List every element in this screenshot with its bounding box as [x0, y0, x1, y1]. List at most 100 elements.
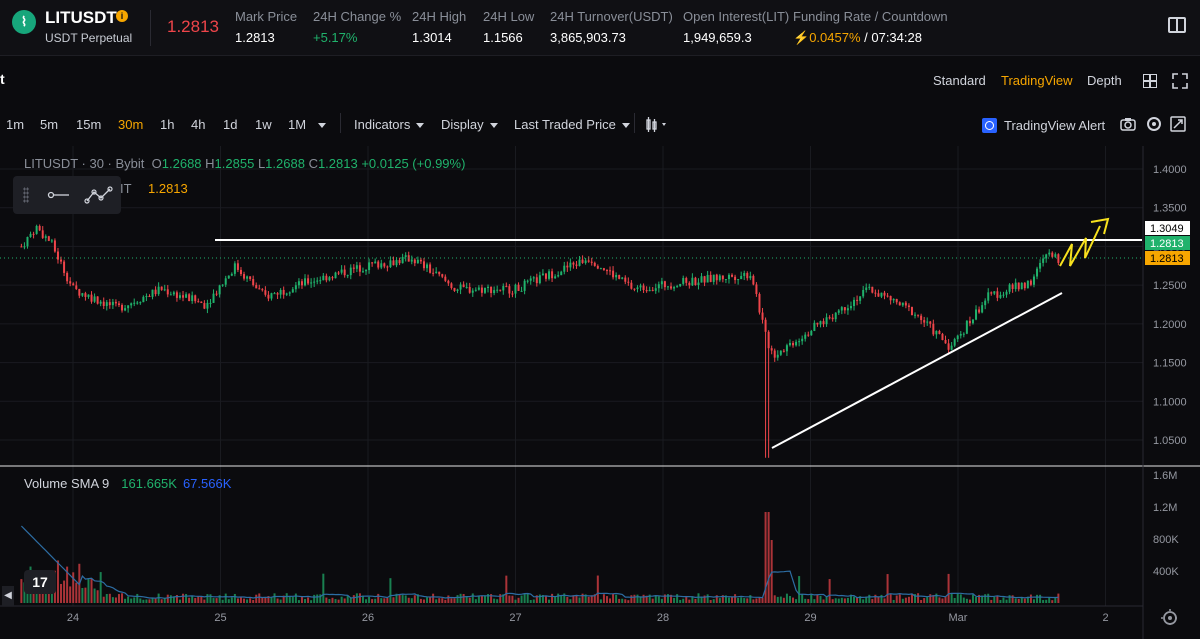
volume-bar — [529, 599, 532, 603]
volume-bar — [587, 596, 590, 603]
volume-bar — [700, 596, 703, 603]
volume-bar — [508, 595, 511, 603]
volume-bar — [426, 597, 429, 603]
tab-depth[interactable]: Depth — [1087, 73, 1122, 88]
interval-1w[interactable]: 1w — [255, 117, 272, 132]
settings-gear-icon[interactable] — [1147, 117, 1161, 131]
volume-bar — [493, 598, 496, 603]
volume-bar — [703, 595, 706, 603]
time-tick-label: 2 — [1102, 612, 1108, 624]
toolbar-divider — [634, 113, 635, 133]
scroll-left-button[interactable]: ◀ — [2, 586, 14, 606]
interval-15m[interactable]: 15m — [76, 117, 102, 132]
volume-bar — [526, 593, 529, 603]
candle-body — [541, 273, 544, 276]
price-chart[interactable]: 1.40001.35001.30001.25001.20001.15001.10… — [0, 146, 1200, 639]
tab-standard[interactable]: Standard — [933, 73, 986, 88]
candle-body — [328, 277, 331, 281]
volume-bar — [151, 598, 154, 603]
candle-body — [227, 275, 230, 279]
candle-body — [1032, 276, 1035, 285]
volume-bar — [194, 598, 197, 603]
info-icon[interactable]: i — [116, 10, 128, 22]
interval-4h[interactable]: 4h — [191, 117, 206, 132]
volume-bar — [727, 597, 730, 603]
trend-line[interactable] — [771, 292, 1063, 449]
indicators-dropdown[interactable]: Indicators — [354, 117, 425, 132]
candle-body — [706, 274, 709, 283]
candle-body — [682, 278, 685, 284]
display-dropdown[interactable]: Display — [441, 117, 498, 132]
volume-bar — [102, 596, 105, 603]
tab-tradingview[interactable]: TradingView — [1001, 73, 1073, 88]
path-tool-icon[interactable] — [84, 186, 113, 204]
volume-bar — [804, 598, 807, 603]
price-axis[interactable]: 1.40001.35001.30001.25001.20001.15001.10… — [1153, 164, 1187, 447]
candle-body — [935, 331, 938, 335]
candle-body — [444, 276, 447, 281]
candle-body — [944, 339, 947, 344]
interval-1h[interactable]: 1h — [160, 117, 175, 132]
volume-bar — [853, 596, 856, 603]
time-axis-settings-icon[interactable] — [1161, 609, 1179, 627]
volume-bar — [990, 599, 993, 603]
fullscreen-icon[interactable] — [1172, 73, 1188, 89]
candle-body — [343, 269, 346, 276]
fullscreen-chart-icon[interactable] — [1170, 116, 1186, 132]
volume-bar — [849, 594, 852, 603]
candle-body — [29, 233, 32, 237]
drawing-tools-popup[interactable] — [13, 176, 121, 214]
camera-icon[interactable] — [1120, 118, 1136, 131]
volume-bar — [761, 597, 764, 603]
volume-bar — [429, 596, 432, 603]
grid-layout-icon[interactable] — [1143, 74, 1157, 88]
volume-bar — [81, 587, 84, 603]
candle-body — [721, 275, 724, 280]
horizontal-ray-icon[interactable] — [47, 191, 70, 199]
stat-label: Open Interest(LIT) — [683, 9, 790, 24]
chart-type-candle-icon[interactable] — [645, 117, 671, 133]
tradingview-alert-button[interactable]: TradingView Alert — [982, 116, 1105, 134]
candle-body — [587, 260, 590, 262]
stat-mark-price: Mark Price 1.2813 — [235, 9, 297, 45]
candle-body — [544, 273, 547, 279]
symbol-name[interactable]: LITUSDT — [45, 8, 117, 27]
volume-bar — [1002, 597, 1005, 603]
candle-body — [569, 262, 572, 268]
interval-5m[interactable]: 5m — [40, 117, 59, 132]
price-tag-resistance — [1145, 221, 1190, 235]
time-axis[interactable]: 24 25 26 27 28 29 Mar 2 — [67, 612, 1109, 624]
volume-bar — [975, 596, 978, 603]
interval-30m[interactable]: 30m — [118, 117, 144, 132]
interval-1M[interactable]: 1M — [288, 117, 327, 132]
candle-body — [660, 281, 663, 285]
zigzag-projection-arrow[interactable] — [1059, 225, 1101, 267]
candle-body — [883, 292, 886, 296]
layout-toggle-icon[interactable] — [1168, 17, 1186, 33]
candle-body — [32, 233, 35, 235]
display-label: Display — [441, 117, 484, 132]
volume-bar — [907, 596, 910, 603]
candle-body — [953, 339, 956, 346]
candle-body — [239, 269, 242, 275]
candle-body — [874, 292, 877, 294]
candle-body — [941, 333, 944, 340]
volume-bar — [157, 593, 160, 603]
drag-handle-icon[interactable] — [23, 187, 29, 203]
interval-1m[interactable]: 1m — [6, 117, 25, 132]
volume-bar — [541, 595, 544, 603]
candle-body — [731, 274, 734, 277]
candlesticks — [20, 224, 1060, 458]
price-source-dropdown[interactable]: Last Traded Price — [514, 117, 630, 132]
chart-toolbar: 1m 5m 15m 30m 1h 4h 1d 1w 1M Indicators … — [0, 106, 1200, 142]
candle-body — [529, 278, 532, 281]
volume-bar — [121, 593, 124, 603]
volume-bar — [743, 598, 746, 603]
interval-1d[interactable]: 1d — [223, 117, 238, 132]
volume-bar — [261, 597, 264, 603]
candle-body — [636, 287, 639, 290]
candle-body — [804, 334, 807, 339]
volume-bar — [523, 593, 526, 603]
volume-bar — [148, 599, 151, 603]
candle-body — [203, 303, 206, 309]
